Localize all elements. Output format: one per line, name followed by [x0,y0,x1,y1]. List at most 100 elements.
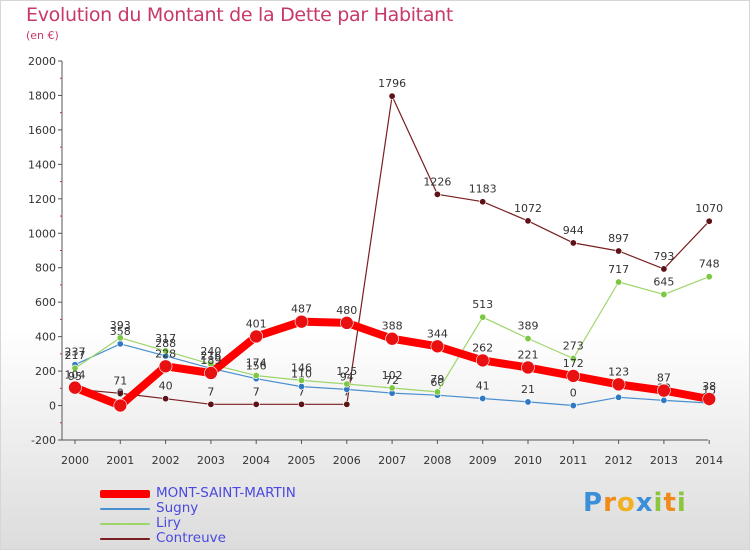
data-point-mont-saint-martin [611,377,626,392]
x-tick-label: 2007 [378,454,406,467]
data-point-contreuve [615,247,623,255]
data-label-contreuve: 40 [159,380,173,393]
legend-label: Liry [156,515,181,531]
logo-letter: x [635,488,654,518]
data-point-mont-saint-martin [249,329,264,344]
data-label-sugny: 156 [246,360,267,373]
legend-swatch [100,507,150,510]
data-point-mont-saint-martin [204,366,218,380]
chart-subtitle: (en €) [26,29,59,42]
data-point-mont-saint-martin [68,380,82,395]
x-tick-label: 2000 [61,454,89,467]
data-label-liry: 273 [563,340,584,353]
data-label-contreuve: 7 [298,385,305,398]
x-tick-label: 2006 [333,454,361,467]
y-tick-label: 2000 [28,55,56,68]
logo-letter: t [663,488,677,518]
data-point-sugny [524,398,532,406]
data-point-mont-saint-martin [475,353,490,368]
data-point-mont-saint-martin [385,331,399,346]
data-label-contreuve: 95 [68,370,82,383]
data-label-mont-saint-martin: 228 [155,347,176,360]
y-tick-label: 1400 [28,158,56,171]
data-label-mont-saint-martin: 172 [563,357,584,370]
data-point-contreuve [705,217,713,225]
data-label-sugny: 288 [155,337,176,350]
x-tick-label: 2010 [514,454,542,467]
data-label-contreuve: 793 [653,250,674,263]
data-point-sugny [660,396,668,404]
data-label-mont-saint-martin: 480 [336,304,357,317]
data-label-mont-saint-martin: 0 [117,387,124,400]
data-label-mont-saint-martin: 344 [427,327,448,340]
data-label-contreuve: 1183 [469,183,497,196]
y-tick-label: 0 [49,400,56,413]
data-label-contreuve: 944 [563,224,584,237]
data-point-liry [615,278,623,286]
data-point-sugny [569,402,577,410]
data-point-sugny [615,393,623,401]
data-point-mont-saint-martin [566,369,581,383]
data-label-contreuve: 7 [253,385,260,398]
data-point-contreuve [388,92,396,100]
logo-letter: o [616,488,636,518]
data-label-liry: 217 [65,349,86,362]
data-point-liry [252,372,260,380]
data-point-mont-saint-martin [158,359,173,374]
data-point-contreuve [569,239,577,247]
data-point-contreuve [479,198,487,206]
legend-label: Sugny [156,500,199,516]
data-point-liry [343,380,351,388]
data-point-liry [705,273,713,281]
data-label-liry: 125 [336,365,357,378]
proxiti-logo: Proxiti [583,488,687,518]
x-tick-label: 2009 [469,454,497,467]
data-point-contreuve [297,400,305,408]
y-tick-label: 400 [35,331,56,344]
legend-swatch [100,522,150,525]
y-tick-label: 1800 [28,89,56,102]
data-label-liry: 389 [518,320,539,333]
x-tick-label: 2003 [197,454,225,467]
data-label-liry: 748 [699,258,720,271]
logo-letter: r [603,488,617,518]
data-point-liry [162,347,170,355]
x-tick-label: 2004 [242,454,270,467]
data-label-liry: 146 [291,361,312,374]
data-label-liry: 717 [608,263,629,276]
data-point-liry [388,384,396,392]
data-label-liry: 102 [382,369,403,382]
y-tick-label: 600 [35,296,56,309]
data-label-mont-saint-martin: 189 [200,354,221,367]
legend-label: Contreuve [156,530,226,546]
data-label-mont-saint-martin: 123 [608,365,629,378]
data-label-liry: 174 [246,357,267,370]
data-label-sugny: 94 [340,370,354,383]
data-label-liry: 393 [110,319,131,332]
data-label-mont-saint-martin: 401 [246,317,267,330]
data-point-contreuve [660,265,668,273]
data-label-contreuve: 1070 [695,202,723,215]
data-point-sugny [297,383,305,391]
data-point-mont-saint-martin [430,339,445,354]
y-tick-label: -200 [31,434,56,447]
y-tick-label: 1200 [28,193,56,206]
data-point-mont-saint-martin [294,314,309,329]
x-tick-label: 2011 [559,454,587,467]
legend-label: MONT-SAINT-MARTIN [156,485,296,501]
data-label-sugny: 41 [476,379,490,392]
chart-title: Evolution du Montant de la Dette par Hab… [26,4,454,26]
legend-swatch [100,489,150,498]
data-point-contreuve [116,389,124,397]
data-label-liry: 79 [430,373,444,386]
data-label-contreuve: 1796 [378,77,406,90]
data-point-liry [569,355,577,363]
data-point-liry [479,313,487,321]
data-label-mont-saint-martin: 262 [472,341,493,354]
data-label-contreuve: 1226 [423,175,451,188]
data-point-contreuve [524,217,532,225]
data-point-contreuve [343,400,351,408]
data-label-mont-saint-martin: 221 [518,348,539,361]
